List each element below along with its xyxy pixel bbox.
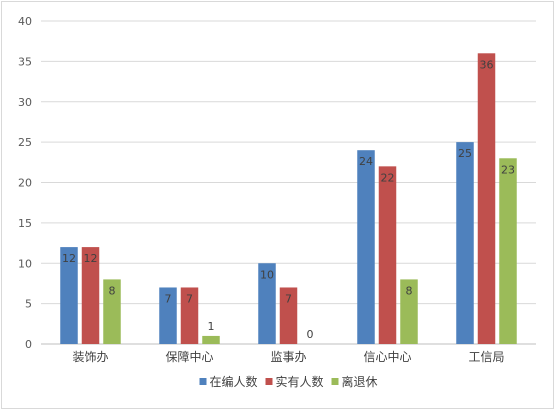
bar — [60, 247, 78, 344]
legend: 在编人数 实有人数 离退休 — [199, 374, 378, 389]
bar — [81, 247, 100, 344]
data-label: 23 — [501, 163, 515, 176]
bar — [378, 166, 397, 344]
x-tick-label: 信心中心 — [363, 349, 411, 364]
bar — [180, 287, 199, 344]
bar — [357, 150, 375, 344]
data-labels: 12 12 8 7 7 1 10 7 0 24 22 8 25 36 23 — [62, 58, 515, 341]
y-tick-label: 20 — [18, 177, 32, 190]
data-label: 7 — [165, 292, 172, 305]
data-label: 36 — [480, 58, 494, 71]
bar — [159, 287, 177, 344]
legend-label: 离退休 — [342, 374, 378, 389]
data-label: 7 — [186, 292, 193, 305]
data-label: 8 — [406, 284, 413, 297]
data-label: 12 — [84, 252, 98, 265]
x-tick-label: 装饰办 — [72, 349, 108, 364]
data-label: 0 — [307, 328, 314, 341]
x-tick-label: 监事办 — [270, 349, 306, 364]
legend-swatch — [265, 378, 273, 385]
gridlines — [41, 20, 536, 345]
legend-label: 实有人数 — [276, 374, 324, 389]
data-label: 1 — [208, 320, 215, 333]
bar — [499, 158, 517, 344]
bar — [477, 53, 496, 345]
y-tick-label: 40 — [18, 15, 32, 28]
y-tick-label: 30 — [18, 96, 32, 109]
y-tick-label: 10 — [18, 257, 32, 270]
legend-label: 在编人数 — [210, 374, 258, 389]
data-label: 7 — [285, 292, 292, 305]
legend-swatch — [199, 378, 207, 385]
data-label: 8 — [109, 284, 116, 297]
y-tick-label: 5 — [25, 298, 32, 311]
legend-swatch — [331, 378, 339, 385]
data-label: 24 — [359, 155, 373, 168]
x-tick-label: 工信局 — [468, 350, 504, 364]
bar — [279, 287, 298, 344]
y-tick-label: 35 — [18, 55, 32, 68]
data-label: 12 — [62, 252, 76, 265]
bar — [456, 142, 474, 344]
bar — [103, 279, 121, 344]
x-axis-ticks: 装饰办 保障中心 监事办 信心中心 工信局 — [72, 349, 504, 364]
y-axis-ticks: 0 5 10 15 20 25 30 35 40 — [18, 15, 32, 351]
data-label: 10 — [260, 268, 274, 281]
y-tick-label: 15 — [18, 217, 32, 230]
y-tick-label: 0 — [25, 338, 32, 351]
y-tick-label: 25 — [18, 136, 32, 149]
bar — [202, 335, 220, 344]
data-label: 22 — [381, 171, 395, 184]
bar — [400, 279, 418, 344]
bars — [60, 53, 517, 345]
data-label: 25 — [458, 147, 472, 160]
x-tick-label: 保障中心 — [165, 349, 213, 364]
bar — [258, 263, 276, 344]
